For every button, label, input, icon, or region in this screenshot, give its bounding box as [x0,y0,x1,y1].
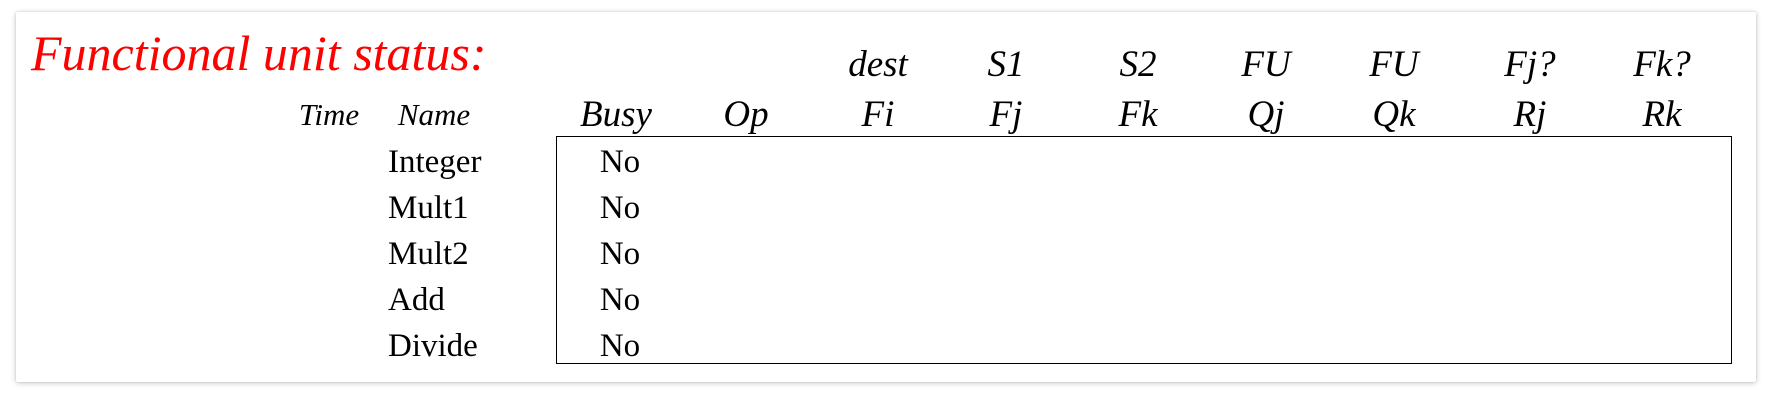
header-qj-top: FU [1241,44,1291,85]
header-fj-top: S1 [987,44,1025,85]
status-table-frame [556,136,1732,364]
busy-value-divide: No [599,328,641,364]
section-title: Functional unit status: [31,25,487,81]
busy-value-integer: No [599,144,641,180]
header-qk-top: FU [1369,44,1419,85]
unit-name-integer: Integer [388,144,482,180]
unit-name-mult1: Mult1 [388,190,469,226]
header-fj: Fj [989,94,1023,135]
header-op: Op [723,94,769,135]
header-rj-top: Fj? [1504,44,1556,85]
header-time: Time [298,97,360,132]
header-rk-top: Fk? [1633,44,1691,85]
header-fk: Fk [1118,94,1158,135]
unit-name-mult2: Mult2 [388,236,469,272]
header-rk: Rk [1642,94,1682,135]
header-rj: Rj [1513,94,1547,135]
header-fk-top: S2 [1119,44,1157,85]
slide-card [16,12,1756,382]
header-fi: Fi [861,94,895,135]
header-qk: Qk [1372,94,1416,135]
header-name: Name [397,97,471,132]
busy-value-mult2: No [599,236,641,272]
unit-name-add: Add [388,282,445,318]
header-qj: Qj [1247,94,1285,135]
header-busy: Busy [580,94,652,135]
busy-value-mult1: No [599,190,641,226]
unit-name-divide: Divide [388,328,478,364]
header-fi-top: dest [848,44,908,85]
busy-value-add: No [599,282,641,318]
